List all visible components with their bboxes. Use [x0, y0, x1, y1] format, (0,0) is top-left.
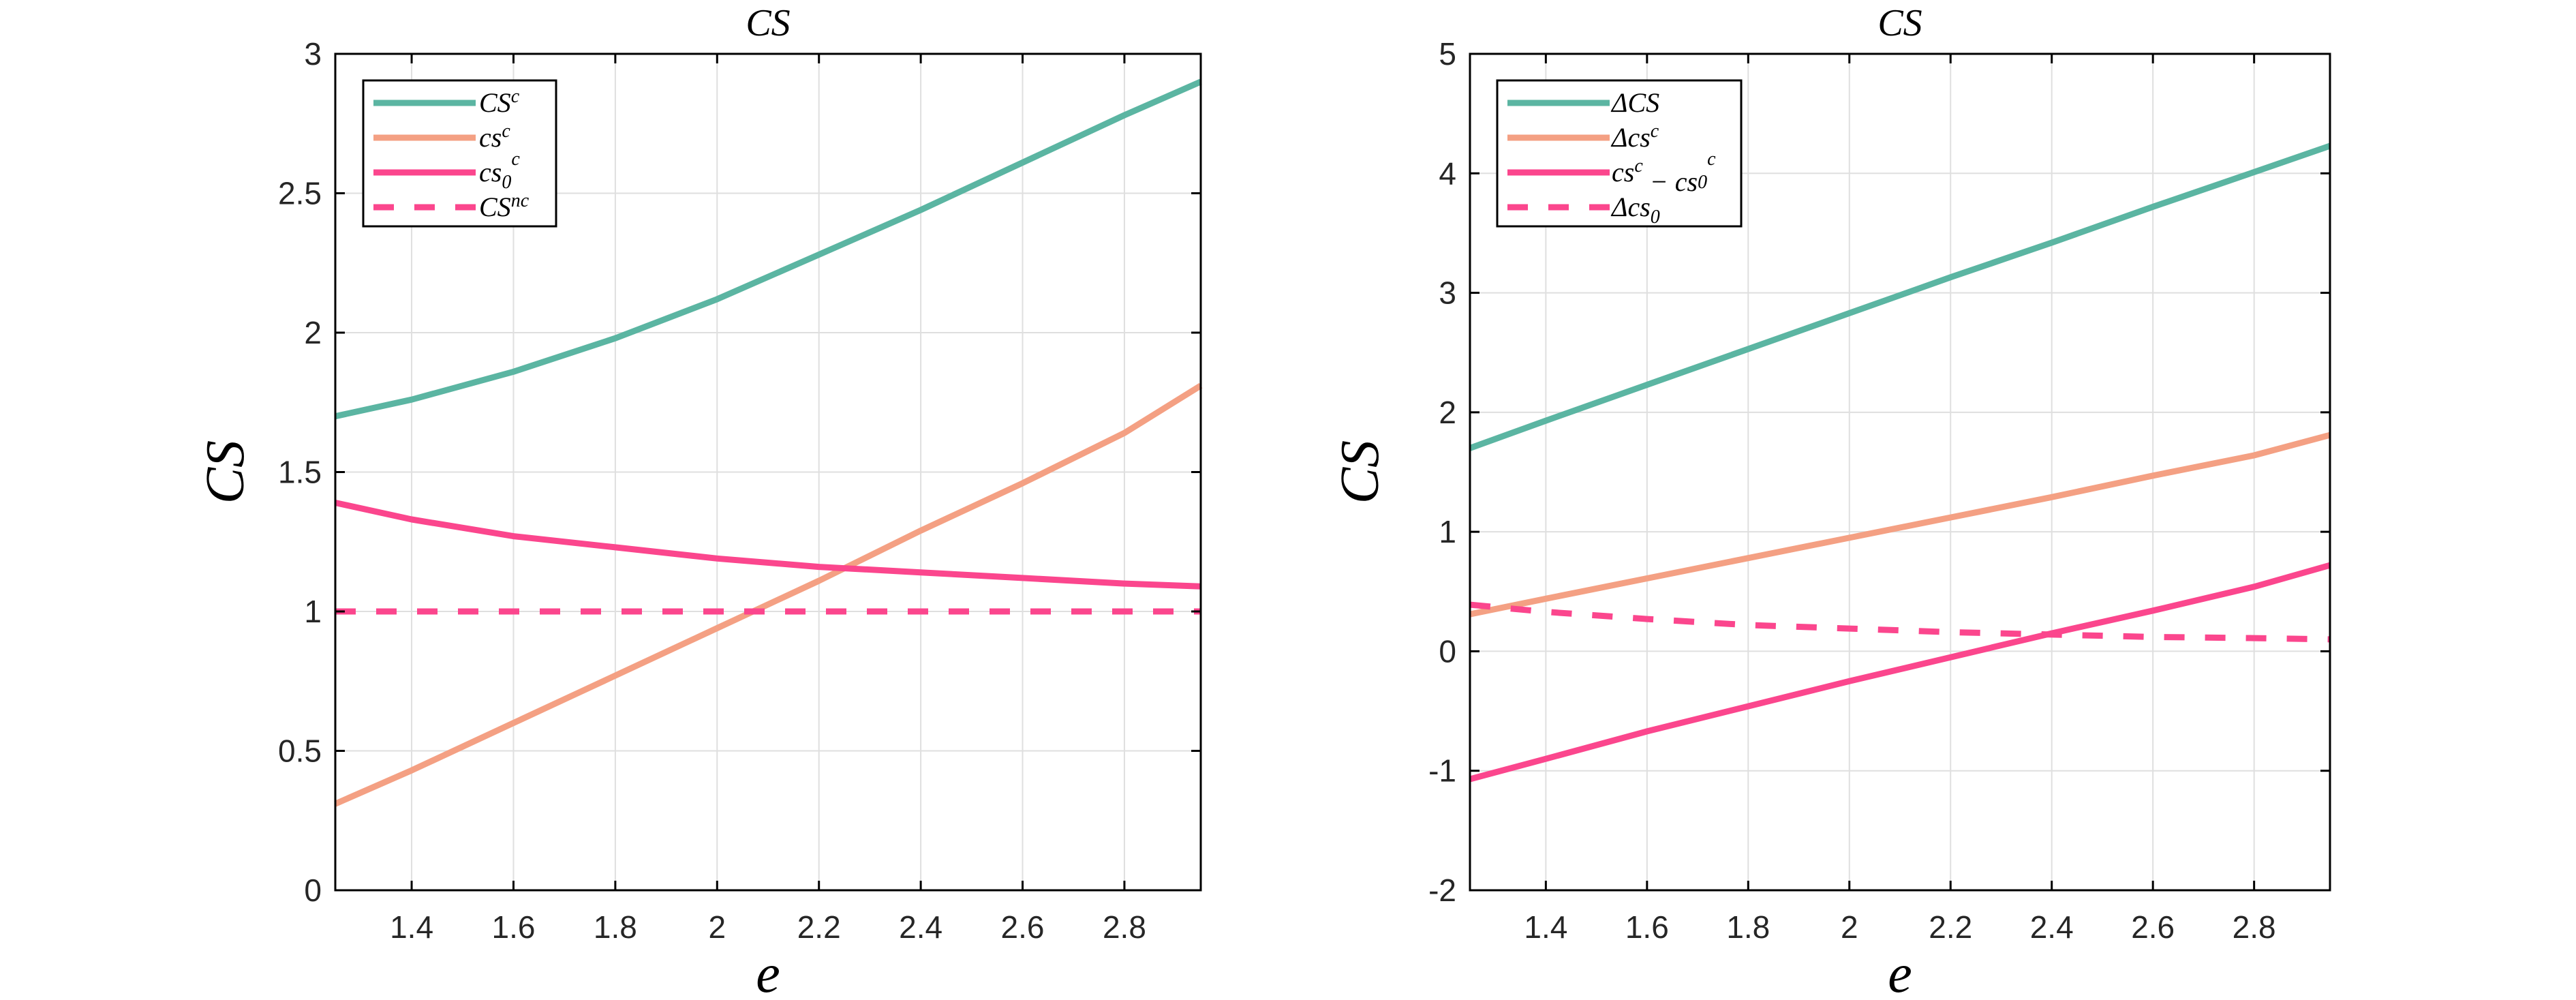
left-x-tick-label: 2 — [708, 909, 726, 945]
right-y-tick-label: -1 — [1428, 753, 1456, 789]
left-series-line-1 — [334, 382, 1203, 807]
right-y-tick-label: -2 — [1428, 873, 1456, 908]
left-series-line-2 — [335, 500, 1201, 590]
right-axes-box — [1469, 52, 2331, 892]
left-legend-entry-0: CSc — [479, 86, 520, 118]
left-y-tick-label: 0.5 — [278, 733, 322, 769]
left-chart-ylabel: CS — [196, 440, 256, 504]
right-legend-entry-1: Δcsc — [1610, 121, 1659, 153]
left-y-tick-label: 2.5 — [278, 176, 322, 211]
left-y-tick-label: 0 — [304, 873, 322, 908]
left-x-tick-label: 2.6 — [1001, 909, 1045, 945]
right-x-tick-label: 2 — [1841, 909, 1858, 945]
right-x-tick-label: 2.6 — [2131, 909, 2175, 945]
right-x-tick-label: 2.4 — [2030, 909, 2074, 945]
left-y-tick-label: 1 — [304, 594, 322, 629]
right-y-tick-label: 3 — [1439, 275, 1456, 311]
right-x-tick-label: 2.2 — [1929, 909, 1972, 945]
left-legend-entry-2: cs0c — [479, 149, 520, 193]
left-x-tick-label: 1.8 — [594, 909, 637, 945]
right-chart-panel: CS e CS 1.4 1.6 1.8 2 2.2 2.4 2.6 2.8 -2 -1 0 1 2 3 4 5… — [1330, 2, 2331, 1000]
right-chart-ylabel: CS — [1330, 440, 1390, 504]
left-x-tick-label: 2.2 — [797, 909, 841, 945]
left-x-tick-label: 1.4 — [390, 909, 433, 945]
right-x-tick-label: 1.8 — [1726, 909, 1770, 945]
left-legend-entry-3: CSnc — [479, 190, 530, 222]
right-y-tick-label: 0 — [1439, 633, 1456, 669]
right-x-tick-label: 1.4 — [1524, 909, 1567, 945]
left-chart-xlabel: e — [756, 944, 780, 1000]
right-legend-entry-2: csc − cs0c — [1612, 149, 1716, 197]
right-legend-entry-3: Δcs0 — [1610, 192, 1660, 228]
right-y-tick-label: 2 — [1439, 395, 1456, 430]
left-chart-title: CS — [746, 2, 790, 44]
left-x-tick-label: 2.4 — [899, 909, 942, 945]
left-series-line-0 — [335, 78, 1202, 420]
right-series-line-1 — [1469, 431, 2331, 618]
right-chart-title: CS — [1877, 2, 1922, 44]
left-y-tick-label: 3 — [304, 36, 322, 72]
right-x-tick-label: 1.6 — [1625, 909, 1669, 945]
right-series-line-2 — [1469, 562, 2331, 783]
left-legend-entry-1: csc — [479, 121, 510, 153]
left-x-tick-label: 2.8 — [1103, 909, 1146, 945]
left-chart-panel: CS e CS 1.4 1.6 1.8 2 2.2 2.4 2.6 2.8 0 0.5 1 1.5 2 2… — [196, 2, 1203, 1000]
right-x-tick-label: 2.8 — [2233, 909, 2276, 945]
right-y-tick-label: 4 — [1439, 155, 1456, 191]
left-y-tick-label: 2 — [304, 315, 322, 350]
right-series-line-0 — [1469, 142, 2331, 451]
left-y-tick-label: 1.5 — [278, 455, 322, 490]
left-x-tick-label: 1.6 — [491, 909, 535, 945]
right-chart-xlabel: e — [1888, 944, 1912, 1000]
right-y-tick-label: 1 — [1439, 514, 1456, 549]
right-series-line-3 — [1469, 601, 2331, 643]
right-legend-entry-0: ΔCS — [1610, 87, 1659, 118]
right-y-tick-label: 5 — [1439, 36, 1456, 72]
